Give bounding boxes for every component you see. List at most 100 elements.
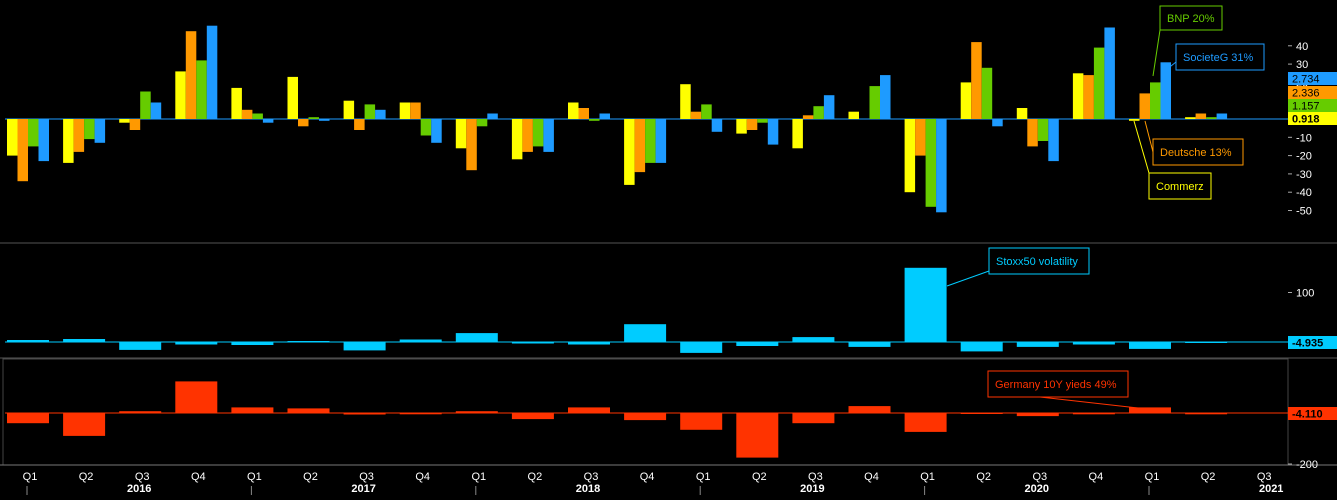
bar-yields <box>736 413 779 458</box>
bar-deutsche <box>129 119 141 130</box>
bar-commerz <box>1129 119 1140 121</box>
bar-deutsche <box>73 119 85 152</box>
commerz-annotation-leader <box>1133 120 1150 174</box>
bar-commerz <box>343 100 355 119</box>
bar-commerz <box>119 119 130 123</box>
bar-commerz <box>1072 73 1084 120</box>
bar-bnp <box>364 104 376 119</box>
yields-annotation-leader <box>1039 396 1139 409</box>
x-tick-label: Q1 <box>471 471 486 483</box>
bar-societeg <box>992 119 1003 127</box>
bar-bnp <box>1206 117 1217 119</box>
bar-yields <box>455 411 498 413</box>
bar-yields <box>1016 413 1059 417</box>
bar-societeg <box>936 119 947 213</box>
bar-bnp <box>308 117 319 119</box>
bar-bnp <box>1150 82 1161 119</box>
bar-yields <box>287 408 330 413</box>
yields-annotation-box <box>987 370 1129 398</box>
bar-deutsche <box>17 119 28 182</box>
bar-volatility <box>399 339 442 342</box>
bar-volatility <box>1016 342 1059 347</box>
bar-deutsche <box>915 119 926 156</box>
bar-volatility <box>231 342 274 345</box>
bar-commerz <box>624 119 635 185</box>
bar-volatility <box>1072 342 1115 345</box>
x-tick-label: Q2 <box>528 471 543 483</box>
year-label: 2019 <box>800 483 824 495</box>
bar-commerz <box>511 119 523 160</box>
value-label-box <box>1288 112 1337 125</box>
bnp-annotation-label: BNP 20% <box>1167 13 1215 25</box>
x-tick-label: Q3 <box>1257 471 1272 483</box>
societeg-annotation-label: SocieteG 31% <box>1183 52 1254 64</box>
bar-commerz <box>736 119 747 134</box>
year-label: 2021 <box>1259 483 1283 495</box>
bar-deutsche <box>1195 113 1207 119</box>
bar-yields <box>231 407 274 413</box>
societeg-annotation-box <box>1175 43 1265 71</box>
bar-societeg <box>150 102 162 119</box>
volatility-annotation-label: Stoxx50 volatility <box>996 256 1078 268</box>
bar-societeg <box>375 109 386 119</box>
bar-societeg <box>38 119 49 162</box>
bar-commerz <box>680 84 691 119</box>
bar-volatility <box>848 342 891 347</box>
bar-volatility <box>511 342 554 344</box>
bar-volatility <box>568 342 610 345</box>
x-tick-label: Q4 <box>640 471 655 483</box>
bnp-annotation-leader <box>1152 29 1161 77</box>
bar-commerz <box>1185 117 1196 119</box>
bar-societeg <box>262 119 274 123</box>
bar-commerz <box>1016 108 1028 119</box>
bar-bnp <box>84 119 95 140</box>
value-label: -4.110 <box>1292 409 1323 421</box>
bar-yields <box>1072 413 1115 415</box>
volatility-annotation-leader <box>946 270 990 287</box>
year-label: 2020 <box>1025 483 1049 495</box>
bar-societeg <box>823 95 835 119</box>
bar-deutsche <box>241 109 253 119</box>
bar-yields <box>792 413 835 424</box>
year-label: 2016 <box>127 483 151 495</box>
bar-bnp <box>925 119 937 207</box>
bar-commerz <box>7 119 18 156</box>
bar-societeg <box>94 119 106 143</box>
bar-deutsche <box>1139 93 1150 119</box>
bar-yields <box>848 406 891 413</box>
bar-bnp <box>701 104 712 119</box>
bar-yields <box>1129 407 1171 413</box>
bar-societeg <box>767 119 779 145</box>
bar-societeg <box>543 119 554 152</box>
societeg-annotation-leader <box>1165 61 1177 71</box>
value-label: 1.157 <box>1292 101 1320 113</box>
bar-deutsche <box>354 119 365 130</box>
y-tick-label: 30 <box>1296 59 1308 71</box>
y-tick-label: -30 <box>1296 169 1312 181</box>
value-label-box <box>1288 99 1337 112</box>
x-tick-label: Q2 <box>303 471 318 483</box>
deutsche-annotation-leader <box>1144 120 1154 153</box>
bar-volatility <box>680 342 723 353</box>
bar-volatility <box>119 342 162 350</box>
bar-deutsche <box>410 102 421 119</box>
volatility-annotation-box <box>988 247 1090 275</box>
bar-bnp <box>476 119 488 127</box>
x-tick-label: Q1 <box>696 471 711 483</box>
y-tick-label: 100 <box>1296 288 1314 300</box>
value-label-box <box>1288 407 1337 420</box>
bar-bnp <box>1093 47 1105 119</box>
bar-societeg <box>655 119 667 163</box>
bar-deutsche <box>466 119 477 171</box>
value-label-box <box>1288 336 1337 349</box>
bar-societeg <box>1048 119 1059 162</box>
value-label: 2.336 <box>1292 88 1320 100</box>
x-tick-label: Q1 <box>1145 471 1160 483</box>
bar-commerz <box>63 119 74 163</box>
y-tick-label: -200 <box>1296 459 1318 471</box>
x-tick-label: Q3 <box>808 471 823 483</box>
bnp-annotation-box <box>1159 5 1223 31</box>
x-tick-label: Q2 <box>79 471 94 483</box>
bar-deutsche <box>690 111 702 119</box>
